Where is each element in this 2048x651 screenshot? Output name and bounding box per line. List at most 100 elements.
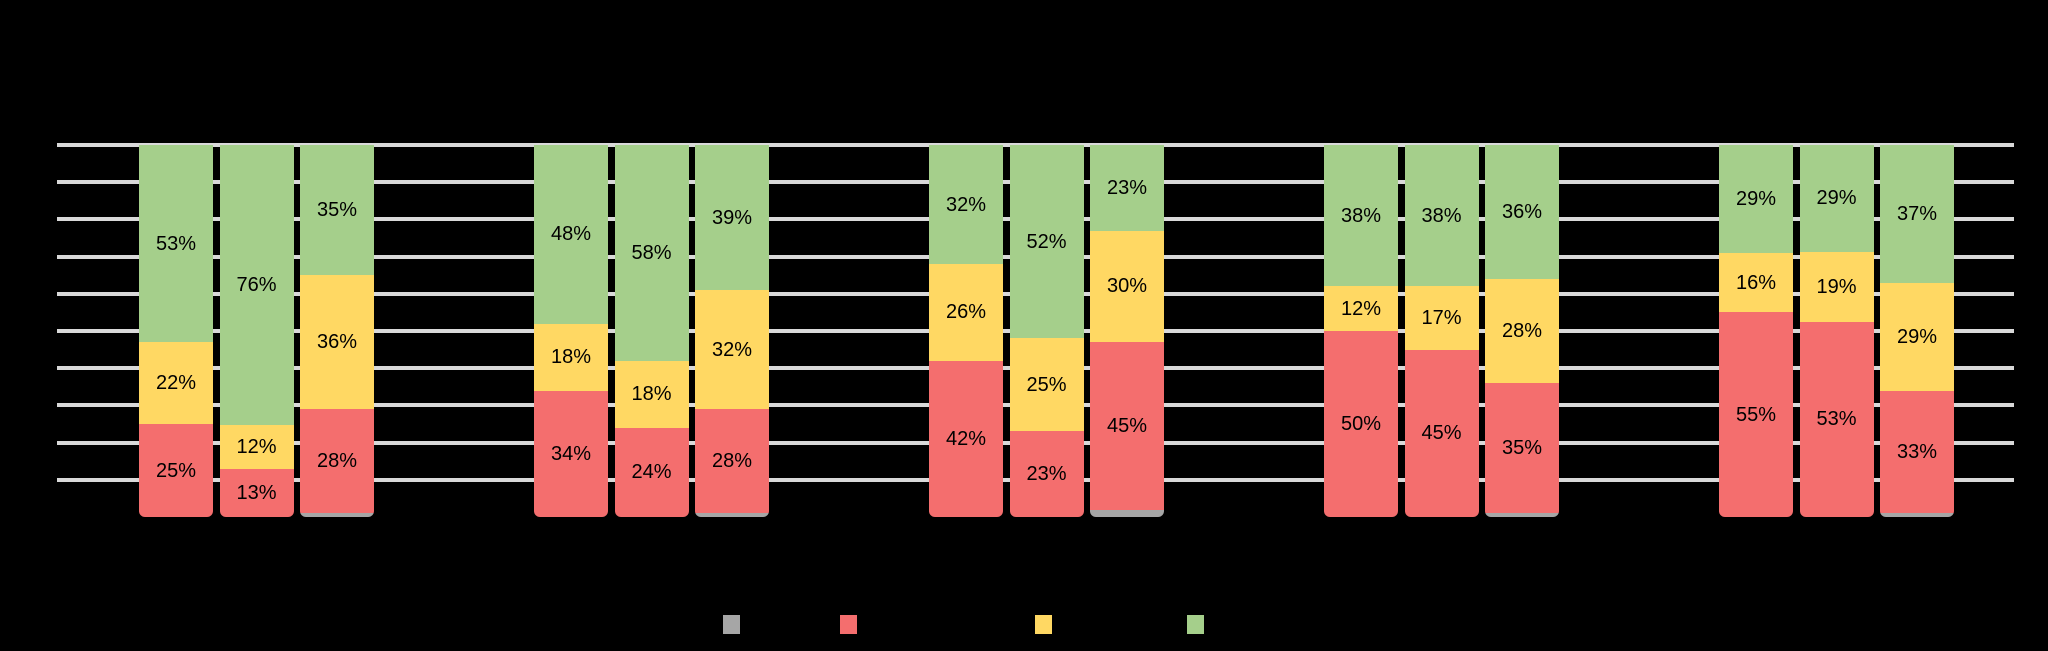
segment-label: 35%: [316, 199, 358, 222]
bar-segment-yellow: 19%: [1799, 251, 1874, 322]
segment-label: 16%: [1735, 271, 1777, 294]
segment-label: 30%: [1106, 275, 1148, 298]
stacked-bar: 37% 29% 33%: [1880, 145, 1954, 517]
bar-segment-yellow: 12%: [1324, 286, 1398, 331]
segment-label: 36%: [316, 331, 358, 354]
segment-label: 25%: [1026, 373, 1067, 396]
segment-label: 13%: [236, 482, 277, 505]
bar-segment-yellow: 29%: [1880, 282, 1954, 391]
segment-label: 32%: [945, 193, 987, 216]
bar-segment-gray: [1485, 513, 1559, 517]
segment-label: 28%: [1501, 320, 1543, 342]
segment-label: 23%: [1026, 463, 1067, 486]
bar-segment-gray: [1090, 509, 1164, 517]
bar-segment-green: 35%: [300, 145, 374, 276]
segment-label: 32%: [711, 338, 753, 361]
stacked-bar: 29% 19% 53%: [1799, 145, 1874, 517]
stacked-bar: 36% 28% 35%: [1485, 145, 1559, 517]
segment-label: 18%: [631, 383, 672, 406]
bar-segment-yellow: 32%: [695, 290, 769, 410]
bar-segment-gray: [695, 513, 769, 517]
bar-segment-red: 34%: [534, 390, 608, 517]
stacked-bar: 48% 18% 34%: [534, 145, 608, 517]
segment-label: 24%: [631, 461, 672, 484]
bar-segment-green: 39%: [695, 145, 769, 291]
segment-label: 45%: [1421, 422, 1462, 445]
segment-label: 29%: [1816, 187, 1857, 210]
stacked-bar: 35% 36% 28%: [300, 145, 374, 517]
bar-segment-yellow: 18%: [614, 360, 689, 428]
segment-label: 29%: [1735, 187, 1777, 210]
stacked-bar: 38% 12% 50%: [1324, 145, 1398, 517]
bar-segment-green: 36%: [1485, 145, 1559, 279]
segment-label: 19%: [1816, 275, 1857, 298]
bar-segment-green: 53%: [139, 145, 213, 343]
segment-label: 25%: [155, 459, 197, 482]
bar-segment-red: 53%: [1799, 321, 1874, 517]
segment-label: 23%: [1106, 176, 1148, 199]
bar-segment-red: 45%: [1404, 349, 1479, 517]
legend-swatch-gray: [723, 615, 740, 634]
bar-group: 48% 18% 34% 58% 18% 24% 39% 32% 28%: [534, 145, 769, 517]
stacked-bar: 39% 32% 28%: [695, 145, 769, 517]
bar-group: 38% 12% 50% 38% 17% 45% 36% 28% 35%: [1324, 145, 1559, 517]
segment-label: 22%: [155, 372, 197, 395]
bar-segment-yellow: 22%: [139, 342, 213, 424]
bar-group: 53% 22% 25% 76% 12% 13% 35% 36% 28%: [139, 145, 374, 517]
stacked-bar: 53% 22% 25%: [139, 145, 213, 517]
segment-label: 50%: [1340, 413, 1382, 435]
bar-segment-red: 50%: [1324, 331, 1398, 517]
bar-segment-red: 23%: [1009, 431, 1084, 517]
bar-segment-red: 33%: [1880, 390, 1954, 514]
segment-label: 53%: [155, 232, 197, 255]
bar-segment-red: 13%: [219, 469, 294, 517]
stacked-bar: 38% 17% 45%: [1404, 145, 1479, 517]
segment-label: 37%: [1896, 202, 1938, 225]
segment-label: 28%: [711, 450, 753, 473]
bar-segment-yellow: 30%: [1090, 230, 1164, 343]
bar-segment-green: 29%: [1719, 145, 1793, 253]
stacked-bar: 76% 12% 13%: [219, 145, 294, 517]
bar-segment-green: 38%: [1324, 145, 1398, 287]
segment-label: 36%: [1501, 200, 1543, 223]
legend-swatch-green: [1187, 615, 1204, 634]
segment-label: 28%: [316, 450, 358, 473]
segment-label: 38%: [1340, 204, 1382, 227]
bar-segment-yellow: 18%: [534, 323, 608, 391]
segment-label: 39%: [711, 206, 753, 229]
segment-label: 33%: [1896, 440, 1938, 463]
bar-segment-green: 58%: [614, 145, 689, 361]
segment-label: 45%: [1106, 414, 1148, 437]
legend-swatch-red: [840, 615, 857, 634]
bar-segment-yellow: 25%: [1009, 338, 1084, 432]
bar-segment-green: 23%: [1090, 145, 1164, 231]
stacked-bar: 58% 18% 24%: [614, 145, 689, 517]
bar-segment-red: 24%: [614, 427, 689, 517]
segment-label: 42%: [945, 427, 987, 450]
segment-label: 18%: [550, 346, 592, 369]
bar-segment-yellow: 36%: [300, 275, 374, 410]
segment-label: 12%: [1340, 297, 1382, 320]
bar-segment-gray: [1880, 513, 1954, 517]
bar-segment-red: 42%: [929, 360, 1003, 517]
bar-segment-gray: [300, 513, 374, 517]
bar-segment-green: 32%: [929, 145, 1003, 265]
bar-segment-yellow: 16%: [1719, 252, 1793, 313]
bar-segment-yellow: 12%: [219, 424, 294, 470]
bar-segment-yellow: 17%: [1404, 286, 1479, 350]
segment-label: 38%: [1421, 204, 1462, 227]
segment-label: 58%: [631, 241, 672, 264]
bar-segment-red: 28%: [300, 409, 374, 514]
segment-label: 53%: [1816, 408, 1857, 431]
bar-segment-green: 29%: [1799, 145, 1874, 252]
segment-label: 26%: [945, 301, 987, 324]
bar-segment-yellow: 26%: [929, 264, 1003, 361]
bar-segment-red: 28%: [695, 409, 769, 514]
bar-segment-yellow: 28%: [1485, 278, 1559, 384]
bar-segment-red: 45%: [1090, 342, 1164, 510]
stacked-bar: 23% 30% 45%: [1090, 145, 1164, 517]
stacked-bar: 29% 16% 55%: [1719, 145, 1793, 517]
bar-segment-red: 55%: [1719, 312, 1793, 517]
bar-segment-green: 52%: [1009, 145, 1084, 339]
